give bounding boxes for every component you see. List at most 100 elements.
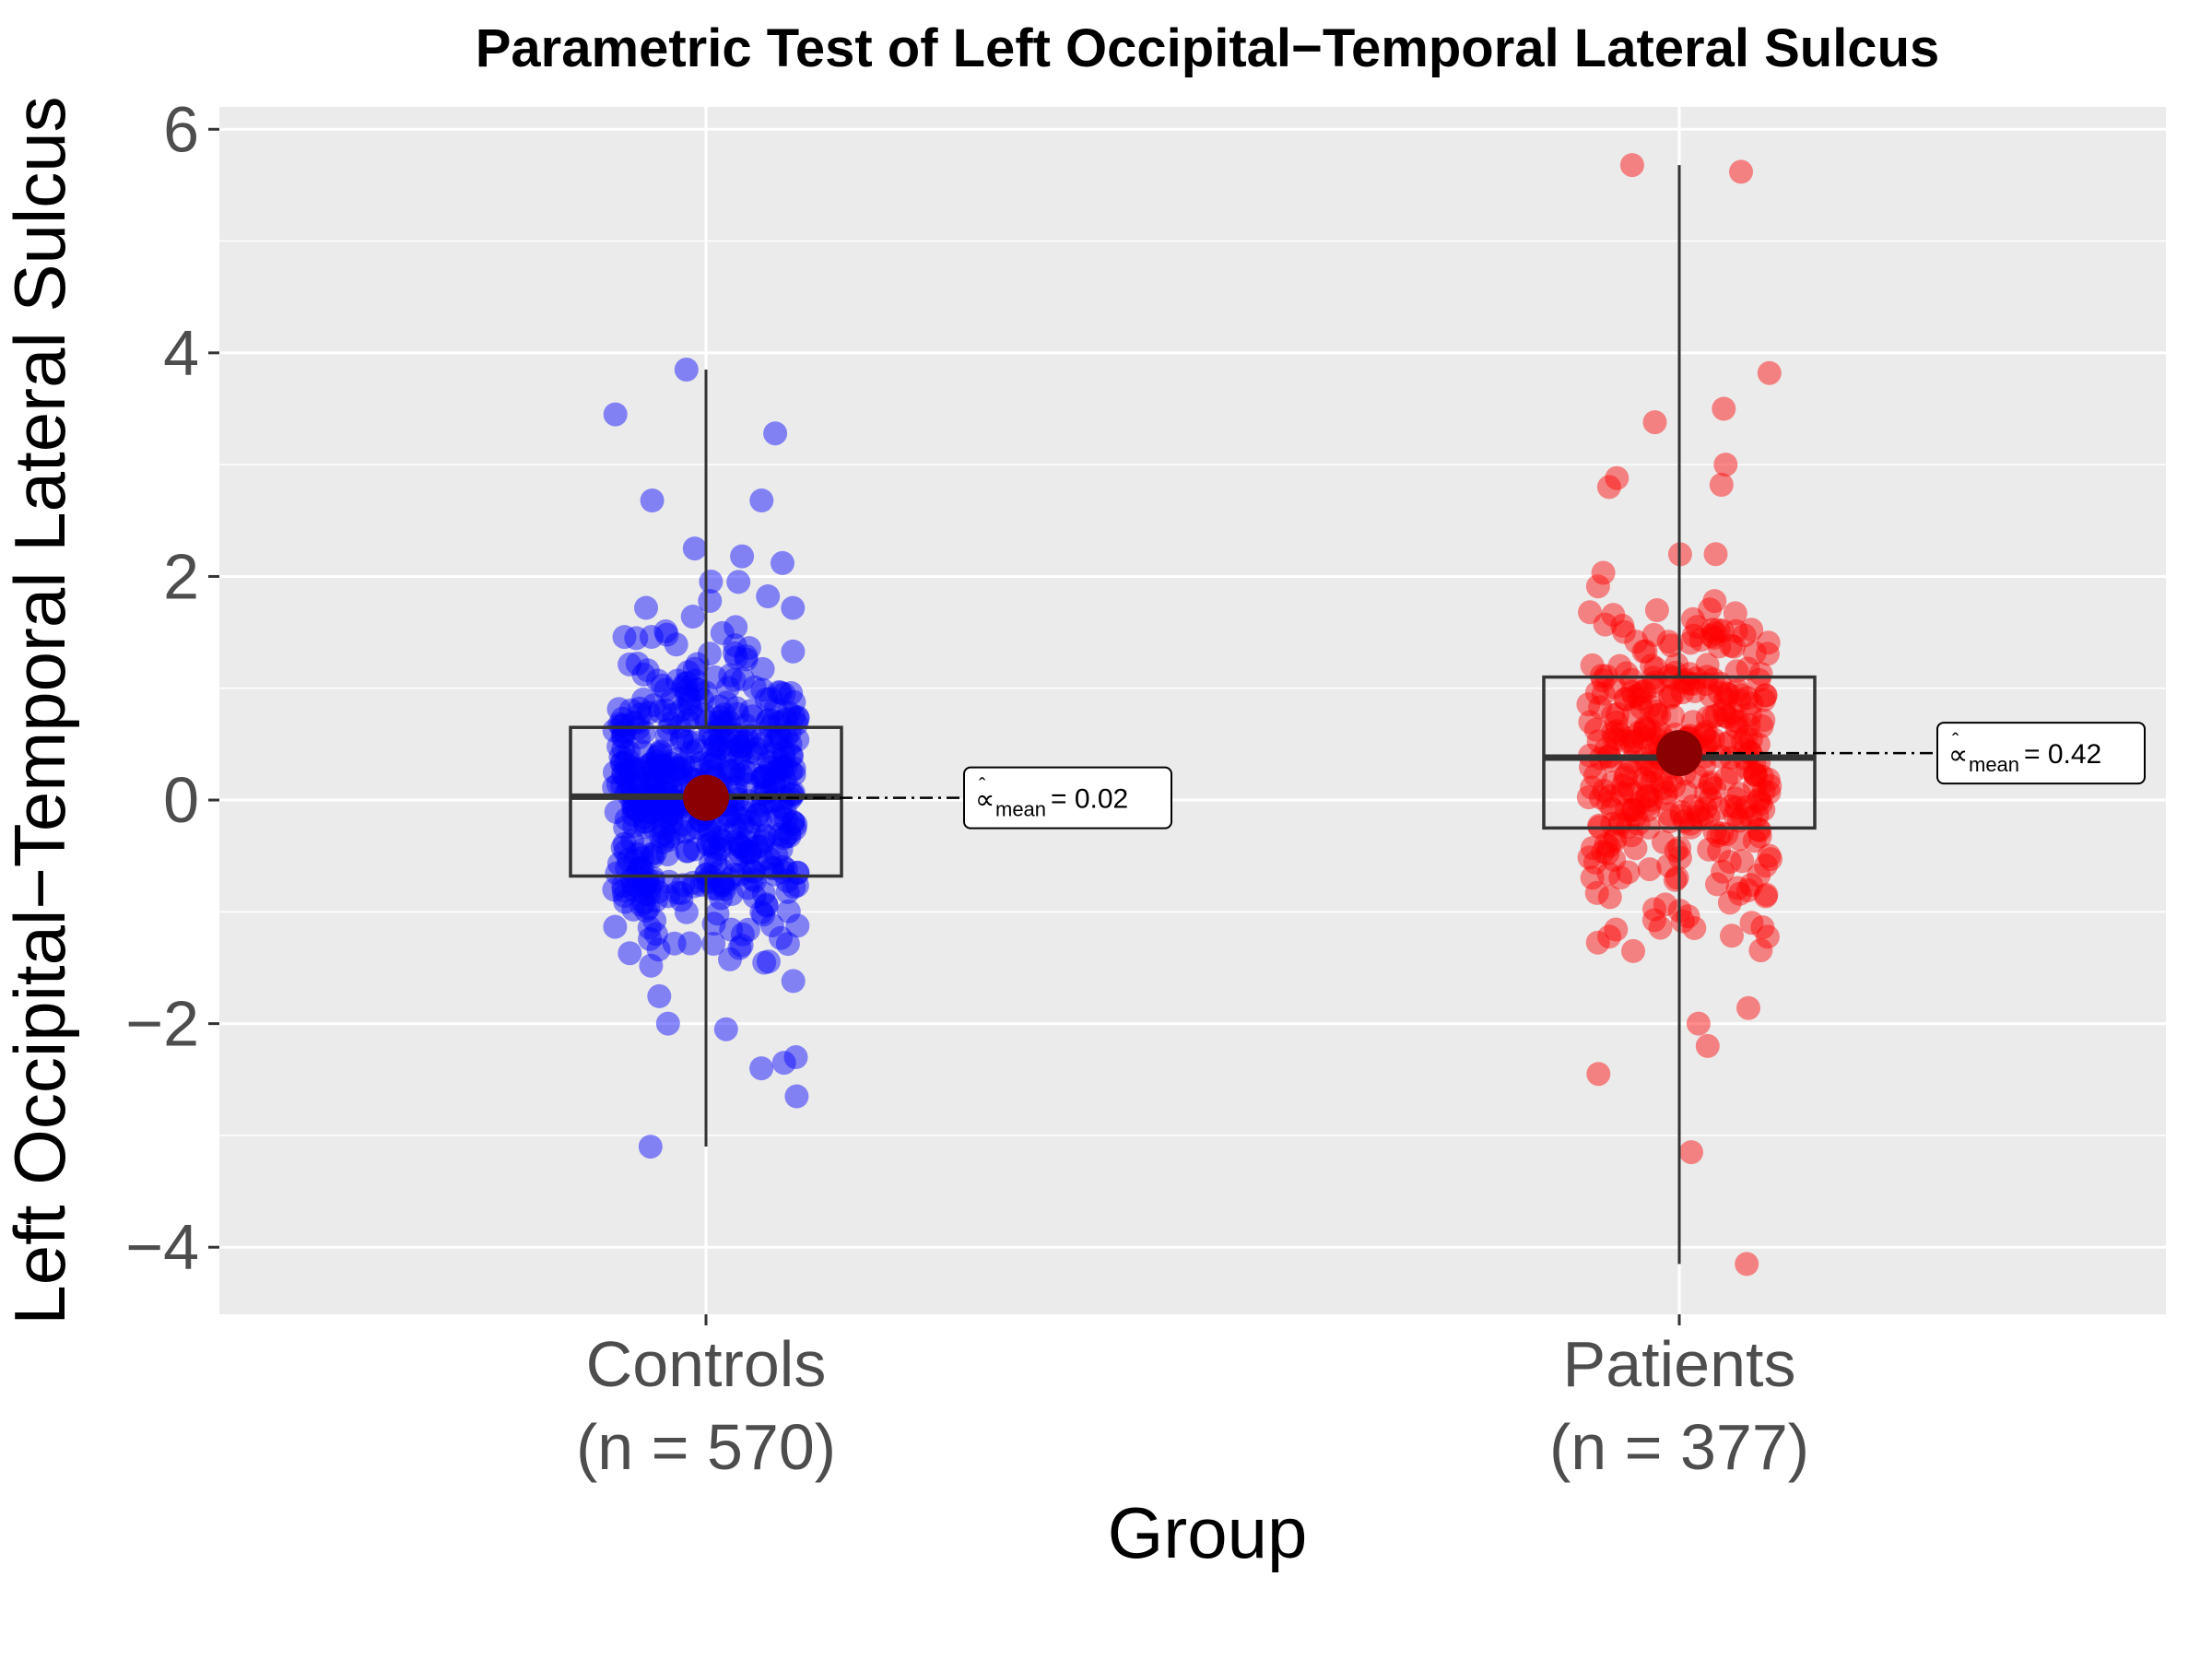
data-point	[1717, 890, 1742, 915]
data-point	[701, 932, 726, 956]
data-point	[1602, 829, 1627, 853]
data-point	[1735, 1252, 1759, 1277]
y-axis-title: Left Occipital−Temporal Lateral Sulcus	[0, 96, 80, 1324]
data-point	[1638, 694, 1663, 719]
data-point	[631, 687, 656, 712]
data-point	[647, 983, 672, 1008]
data-point	[735, 917, 760, 942]
data-point	[618, 941, 642, 966]
data-point	[634, 595, 658, 620]
data-point	[627, 696, 652, 721]
data-point	[1748, 791, 1773, 816]
data-point	[1702, 589, 1727, 614]
data-point	[1726, 782, 1751, 806]
data-point	[621, 897, 646, 922]
data-point	[714, 690, 739, 715]
data-point	[1747, 667, 1771, 692]
data-point	[660, 751, 685, 776]
data-point	[1710, 618, 1735, 643]
data-point	[1578, 710, 1603, 735]
data-point	[1614, 762, 1639, 787]
data-point	[1637, 857, 1662, 882]
data-point	[660, 800, 685, 825]
data-point	[1635, 770, 1660, 794]
data-point	[615, 758, 640, 782]
data-point	[1747, 824, 1772, 849]
data-point	[1642, 410, 1667, 435]
data-point	[750, 656, 775, 681]
data-point	[1656, 853, 1681, 878]
data-point	[710, 872, 735, 897]
data-point	[1607, 722, 1632, 747]
data-point	[772, 769, 797, 793]
data-point	[1578, 600, 1602, 625]
data-point	[1720, 760, 1745, 785]
data-point	[1585, 574, 1610, 599]
data-point	[612, 718, 637, 743]
data-point	[745, 802, 770, 827]
data-point	[1591, 840, 1616, 865]
data-point	[741, 860, 766, 885]
data-point	[734, 647, 759, 672]
data-point	[737, 723, 762, 747]
data-point	[1605, 465, 1630, 490]
data-point	[1717, 850, 1742, 874]
data-point	[1592, 779, 1617, 803]
data-point	[740, 866, 765, 891]
data-point	[618, 698, 643, 723]
data-point	[1656, 629, 1681, 654]
data-point	[1679, 1140, 1703, 1165]
data-point	[610, 761, 635, 786]
data-point	[650, 830, 675, 854]
mean-label-value: = 0.42	[2024, 739, 2101, 770]
data-point	[1723, 802, 1747, 827]
data-point	[718, 663, 743, 688]
data-point	[1742, 829, 1767, 853]
data-point	[603, 914, 628, 939]
data-point	[611, 712, 635, 737]
data-point	[668, 756, 693, 781]
data-point	[1605, 727, 1630, 752]
data-point	[610, 706, 635, 731]
data-point	[1713, 766, 1738, 791]
data-point	[1715, 705, 1740, 730]
data-point	[1758, 773, 1783, 798]
data-point	[1735, 794, 1759, 819]
data-point	[1611, 773, 1636, 798]
data-point	[749, 725, 774, 750]
data-point	[1618, 756, 1642, 781]
data-point	[1735, 878, 1760, 902]
data-point	[707, 736, 732, 761]
data-point	[1604, 711, 1629, 735]
data-point	[1606, 701, 1630, 726]
x-axis: Controls (n = 570) Patients (n = 377)	[576, 1314, 1809, 1483]
data-point	[657, 825, 681, 849]
data-point	[1653, 786, 1677, 811]
data-point	[736, 636, 761, 661]
data-point	[683, 668, 707, 693]
data-point	[637, 882, 662, 906]
data-point	[1626, 683, 1651, 707]
data-point	[711, 828, 735, 853]
data-point	[751, 881, 776, 906]
data-point	[1626, 721, 1651, 746]
data-point	[784, 1084, 809, 1109]
data-point	[724, 816, 748, 841]
data-point	[769, 837, 794, 862]
data-point	[1614, 687, 1639, 712]
data-point	[652, 794, 677, 819]
data-point	[1659, 633, 1684, 658]
data-point	[1702, 819, 1727, 844]
data-point	[1716, 682, 1741, 707]
data-point	[1685, 615, 1710, 640]
data-point	[1739, 691, 1764, 716]
data-point	[616, 769, 641, 794]
data-point	[1623, 804, 1648, 829]
data-point	[1601, 720, 1626, 745]
x-tick-label-count: (n = 377)	[1549, 1411, 1809, 1483]
data-point	[699, 723, 724, 747]
data-point	[674, 900, 699, 924]
data-point	[1630, 724, 1655, 749]
data-point	[611, 878, 636, 903]
data-point	[703, 842, 728, 867]
